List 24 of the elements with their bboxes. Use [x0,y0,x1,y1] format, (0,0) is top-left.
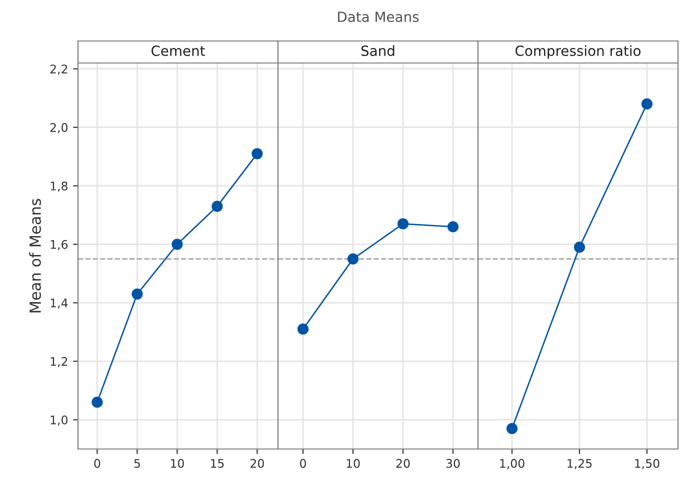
chart-title: Compression ratio [516,45,641,59]
y-tick-label: 1,8 [50,182,68,192]
x-tick-label: 1,25 [568,458,592,470]
x-tick-label: 30 [446,458,460,468]
x-tick-label: 5 [134,459,140,468]
y-tick-label: 1,4 [50,298,68,309]
x-tick-label: 10 [170,458,184,468]
x-tick-label: 20 [250,458,264,468]
x-tick-label: 20 [396,458,410,468]
y-tick-label: 2,2 [50,64,68,75]
x-tick-label: 0 [300,458,306,468]
y-tick-label: 1,2 [50,356,68,368]
y-tick-label: 1,0 [50,415,68,426]
y-axis-title: Mean of Means [29,198,41,312]
x-tick-label: 0 [94,458,100,468]
y-tick-label: 2,0 [50,123,68,134]
x-tick-label: 1,00 [500,458,524,470]
x-tick-label: 15 [210,459,224,468]
x-tick-label: 10 [346,458,360,468]
text: Data Means [338,12,419,22]
chart-title: Cement [151,46,205,56]
y-tick-label: 1,6 [50,240,68,250]
x-tick-label: 1,50 [635,458,660,470]
chart-title: Sand [361,45,394,56]
